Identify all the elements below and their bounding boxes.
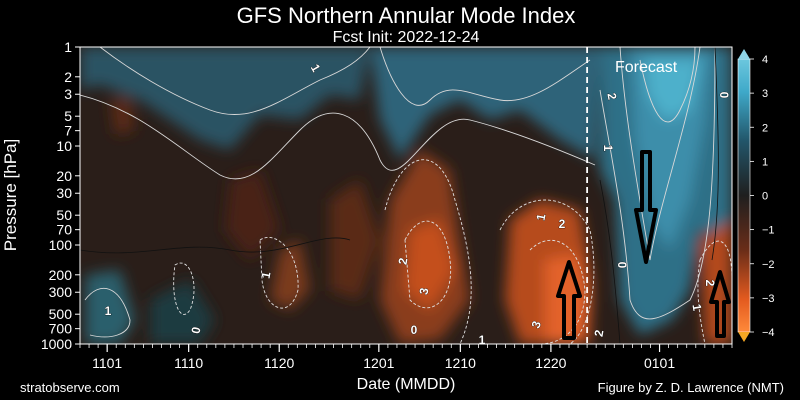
forecast-label: Forecast (615, 59, 678, 76)
x-tick-label: 1220 (535, 355, 566, 371)
y-tick-label: 1 (64, 39, 72, 55)
y-axis-label: Pressure [hPa] (1, 139, 20, 251)
arrow-down-forecast (634, 150, 658, 264)
colorbar-tick-label: 0 (762, 191, 768, 203)
y-tick-label: 30 (56, 185, 72, 201)
contour-label: 2 (559, 217, 566, 231)
y-tick-label: 2 (64, 69, 72, 85)
x-tick-label: 1210 (445, 355, 476, 371)
colorbar-bottom-cap (738, 332, 750, 342)
contour-label: 1 (105, 304, 112, 318)
y-tick-label: 3 (64, 86, 72, 102)
colorbar-tick-label: −1 (762, 225, 775, 237)
y-tick-label: 700 (49, 321, 73, 337)
contour-label: 1 (601, 145, 615, 152)
contour-label: 2 (604, 92, 619, 101)
colorbar-tick-label: −4 (762, 327, 775, 339)
contour-label: 3 (529, 319, 545, 330)
y-tick-label: 1000 (41, 336, 72, 352)
x-tick-label: 1101 (92, 355, 122, 371)
contours (80, 47, 732, 344)
x-axis: 1101 1110 1120 1201 1210 1220 0101 (79, 344, 733, 371)
contour-label: 1 (689, 303, 704, 312)
arrows (556, 150, 731, 340)
colorbar: 4 3 2 1 0 −1 −2 −3 −4 (737, 49, 775, 342)
y-tick-label: 200 (49, 267, 73, 283)
colorbar-tick-label: −3 (762, 293, 775, 305)
colorbar-tick-label: 4 (762, 54, 768, 66)
footer-credit: Figure by Z. D. Lawrence (NMT) (598, 380, 784, 395)
contour-label: 0 (189, 325, 204, 334)
contour-label: 1 (534, 212, 549, 221)
x-axis-label: Date (MMDD) (357, 376, 456, 393)
y-tick-label: 20 (56, 168, 72, 184)
colorbar-tick-label: 1 (762, 156, 768, 168)
colorbar-tick-label: 3 (762, 88, 768, 100)
y-tick-label: 7 (64, 123, 72, 139)
y-tick-label: 500 (49, 306, 73, 322)
y-tick-label: 100 (49, 237, 73, 253)
x-tick-label: 1110 (174, 355, 203, 371)
x-tick-label: 1120 (264, 355, 294, 371)
contour-label: 2 (703, 280, 717, 287)
contour-label: 1 (259, 270, 274, 279)
contour-label: 0 (411, 323, 418, 337)
y-tick-label: 10 (56, 138, 72, 154)
arrow-up-jan (709, 270, 731, 338)
heatmap-field (80, 47, 732, 344)
y-tick-label: 5 (64, 108, 72, 124)
contour-label: 2 (396, 256, 411, 265)
chart-subtitle: Fcst Init: 2022-12-24 (333, 29, 480, 46)
colorbar-tick-label: 2 (762, 122, 768, 134)
colorbar-top-cap (738, 49, 750, 59)
y-tick-label: 300 (49, 284, 73, 300)
contour-label: 1 (479, 333, 486, 347)
arrow-up-dec20 (556, 260, 582, 340)
chart-title: GFS Northern Annular Mode Index (237, 3, 576, 28)
y-tick-label: 50 (56, 207, 72, 223)
x-tick-label: 1201 (363, 355, 394, 371)
contour-label: 2 (592, 328, 607, 337)
contour-label: 0 (717, 92, 731, 99)
contour-label: 3 (417, 286, 432, 295)
colorbar-tick-label: −2 (762, 259, 775, 271)
x-tick-label: 0101 (644, 355, 675, 371)
contour-label: 0 (615, 262, 629, 269)
footer-site: stratobserve.com (20, 380, 120, 395)
y-tick-label: 70 (56, 222, 72, 238)
